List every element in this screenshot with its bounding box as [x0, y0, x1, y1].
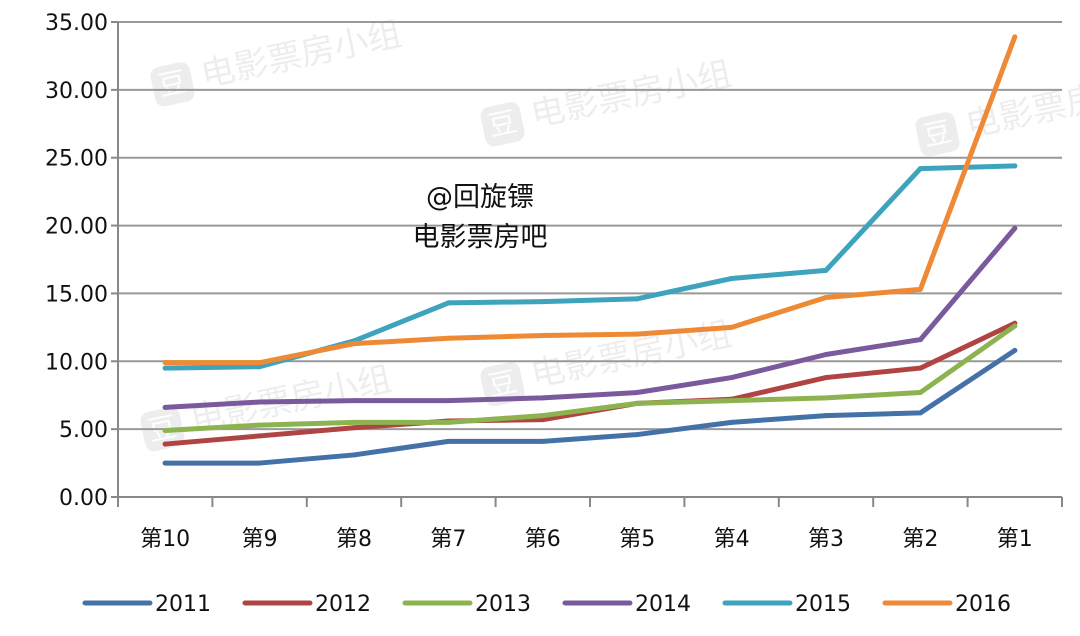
data-point-2014: [729, 375, 735, 381]
data-point-2013: [823, 395, 829, 401]
data-point-2015: [917, 166, 923, 172]
data-point-2016: [351, 341, 357, 347]
data-point-2011: [540, 438, 546, 444]
x-tick-label: 第7: [430, 527, 466, 552]
data-point-2016: [634, 331, 640, 337]
data-point-2014: [823, 352, 829, 357]
legend-label-2015: 2015: [795, 592, 851, 617]
data-point-2015: [634, 296, 640, 302]
data-point-2013: [257, 422, 263, 428]
data-point-2013: [445, 419, 451, 425]
data-point-2014: [1012, 225, 1018, 231]
y-tick-label: 0.00: [59, 486, 108, 511]
data-point-2014: [162, 404, 168, 410]
x-tick-label: 第8: [336, 527, 372, 552]
data-point-2015: [257, 364, 263, 370]
data-point-2016: [162, 360, 168, 366]
data-point-2014: [540, 395, 546, 401]
data-point-2016: [729, 324, 735, 330]
data-point-2012: [823, 375, 829, 381]
legend-label-2013: 2013: [475, 592, 531, 617]
series-line-2014: [162, 225, 1018, 410]
series-line-2016: [162, 34, 1018, 366]
data-point-2015: [540, 299, 546, 305]
data-point-2011: [351, 452, 357, 458]
x-tick-label: 第6: [525, 527, 561, 552]
data-point-2014: [445, 398, 451, 404]
legend-label-2014: 2014: [635, 592, 691, 617]
data-point-2015: [729, 276, 735, 281]
data-point-2013: [1012, 323, 1018, 329]
data-point-2013: [162, 428, 168, 433]
data-point-2015: [445, 300, 451, 306]
y-tick-label: 30.00: [45, 79, 108, 104]
legend-label-2012: 2012: [315, 592, 371, 617]
series-line-2013: [162, 323, 1018, 433]
data-point-2014: [351, 398, 357, 404]
data-point-2015: [1012, 163, 1018, 169]
data-point-2016: [257, 360, 263, 366]
y-tick-label: 35.00: [45, 11, 108, 36]
annotation-line1: @回旋镖: [426, 182, 534, 213]
data-point-2014: [917, 337, 923, 343]
data-point-2014: [634, 390, 640, 395]
series-line-2011: [162, 347, 1018, 466]
x-tick-label: 第1: [997, 527, 1033, 552]
x-tick-label: 第9: [242, 527, 278, 552]
data-point-2011: [162, 460, 168, 466]
data-point-2012: [162, 441, 168, 447]
data-point-2013: [351, 419, 357, 425]
y-tick-label: 20.00: [45, 215, 108, 240]
data-point-2016: [917, 286, 923, 292]
x-tick-label: 第10: [140, 527, 190, 552]
data-point-2013: [729, 398, 735, 404]
data-point-2011: [917, 410, 923, 416]
legend-label-2016: 2016: [955, 592, 1011, 617]
data-point-2012: [351, 425, 357, 431]
x-tick-label: 第5: [619, 527, 655, 552]
data-point-2012: [257, 433, 263, 439]
data-point-2011: [445, 438, 451, 444]
data-point-2012: [540, 417, 546, 423]
data-point-2015: [823, 267, 829, 273]
data-point-2016: [1012, 34, 1018, 40]
data-point-2014: [257, 399, 263, 405]
y-tick-label: 10.00: [45, 350, 108, 375]
x-tick-label: 第3: [808, 527, 844, 552]
x-tick-label: 第4: [714, 527, 750, 552]
data-point-2013: [634, 400, 640, 406]
data-point-2012: [917, 365, 923, 371]
data-point-2013: [540, 413, 546, 419]
data-point-2011: [1012, 347, 1018, 353]
y-tick-label: 5.00: [59, 418, 108, 443]
data-point-2011: [729, 419, 735, 425]
data-point-2013: [917, 390, 923, 395]
data-point-2011: [257, 460, 263, 466]
data-point-2011: [823, 413, 829, 419]
data-point-2011: [634, 432, 640, 438]
annotation-line2: 电影票房吧: [412, 222, 548, 253]
y-tick-label: 25.00: [45, 147, 108, 172]
legend-label-2011: 2011: [155, 592, 211, 617]
data-point-2015: [162, 365, 168, 371]
y-tick-label: 15.00: [45, 282, 108, 307]
data-point-2016: [445, 335, 451, 341]
data-point-2016: [823, 295, 829, 300]
data-point-2016: [540, 333, 546, 338]
x-tick-label: 第2: [902, 527, 938, 552]
